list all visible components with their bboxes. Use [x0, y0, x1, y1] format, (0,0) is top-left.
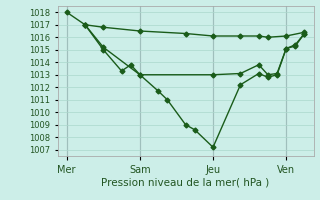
- X-axis label: Pression niveau de la mer( hPa ): Pression niveau de la mer( hPa ): [101, 178, 270, 188]
